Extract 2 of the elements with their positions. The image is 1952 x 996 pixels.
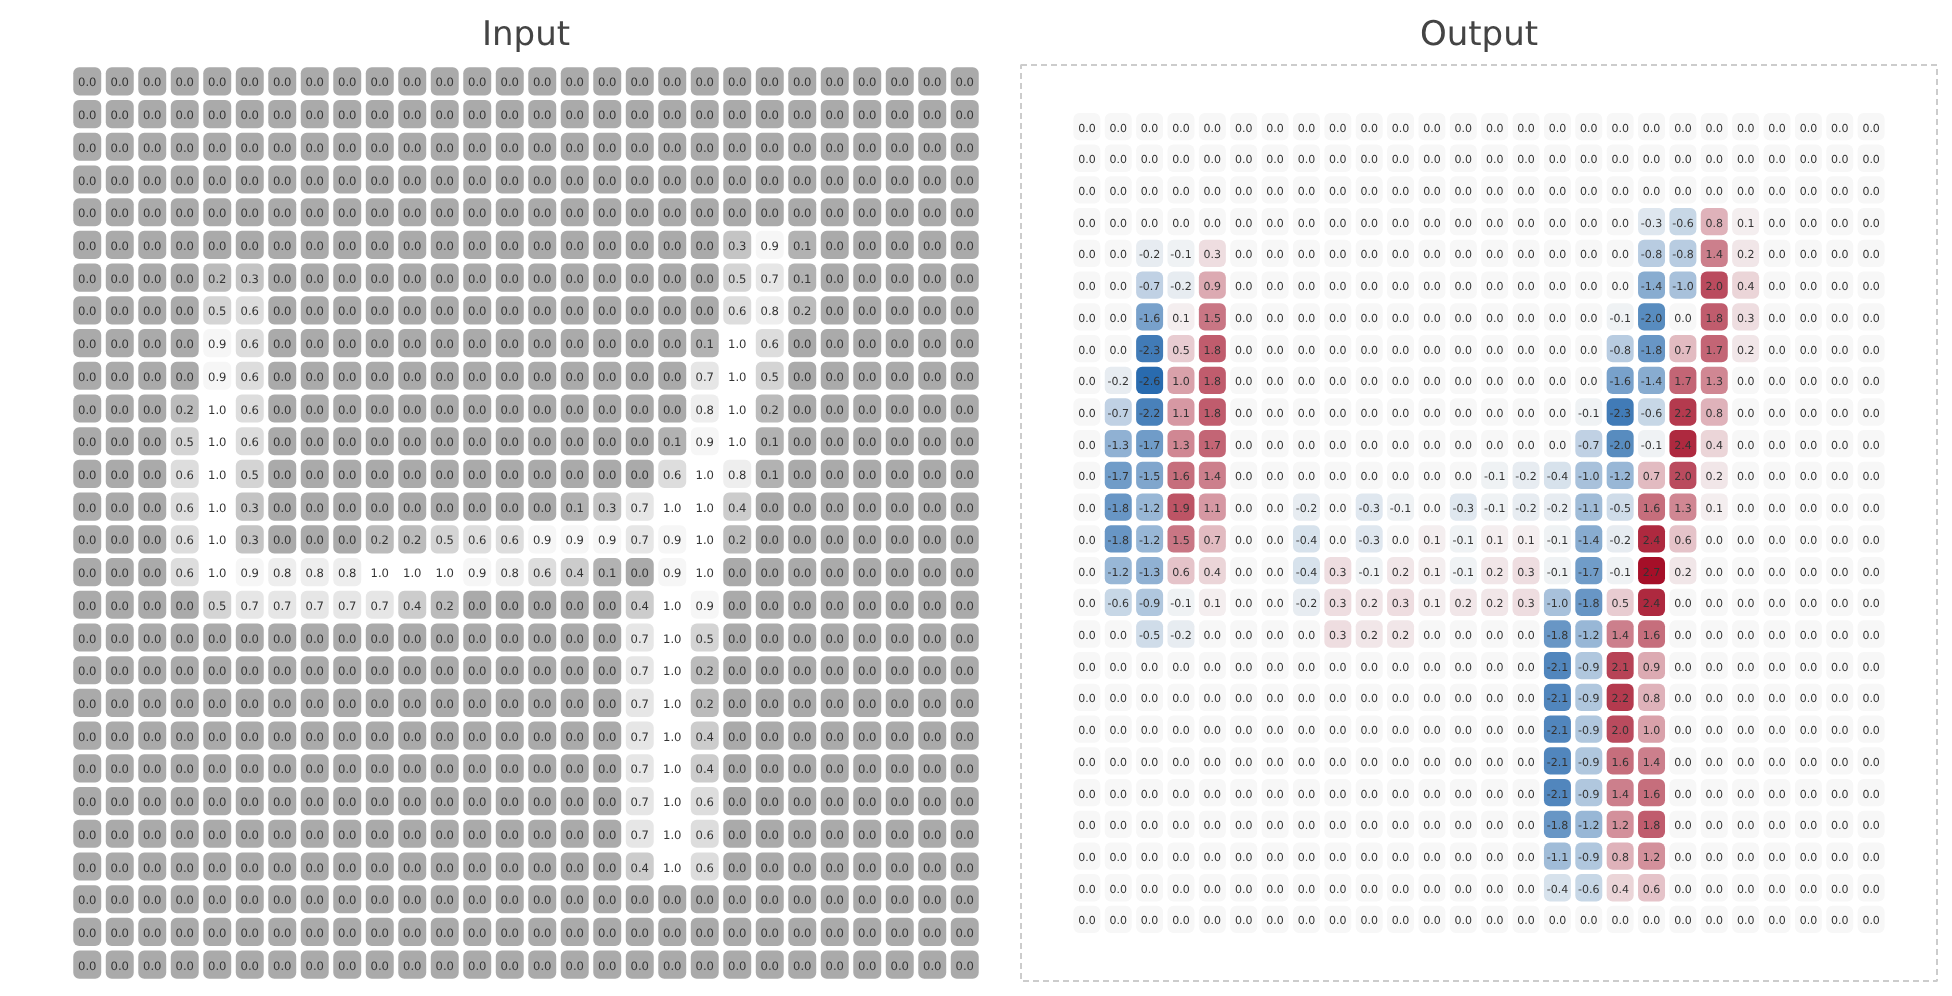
chart-title: Output	[1419, 15, 1539, 55]
chart-title: Input	[481, 15, 571, 55]
